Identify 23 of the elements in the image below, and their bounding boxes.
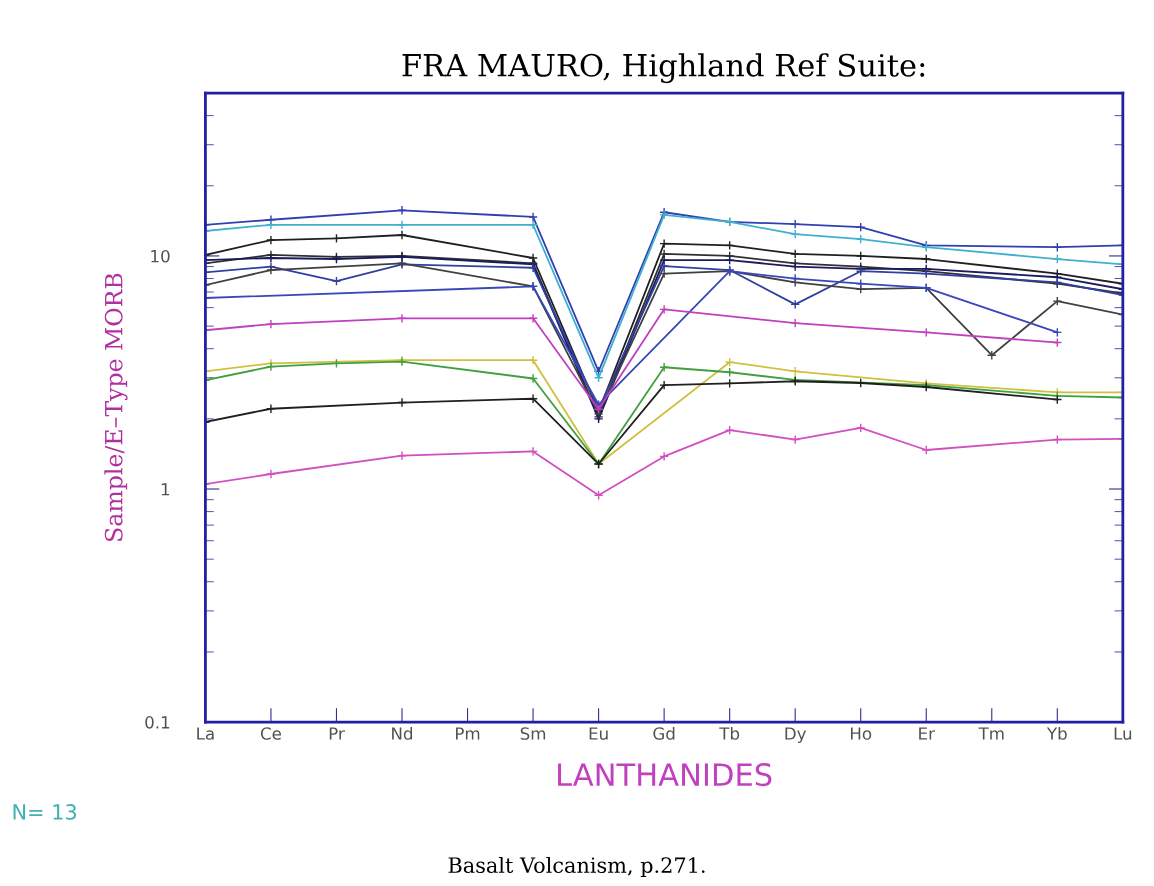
x-tick-label: Dy	[785, 727, 807, 744]
x-tick-label: Yb	[1046, 726, 1067, 740]
y-axis-title: Sample/E–Type MORB	[104, 273, 128, 541]
x-tick-label: Pr	[329, 727, 345, 740]
x-tick-label: Tb	[719, 726, 740, 740]
text: Basalt Volcanism, p.271.	[448, 856, 705, 878]
x-tick-label: Nd	[392, 726, 413, 740]
y-tick-label: 10	[151, 249, 170, 263]
x-tick-label: Pm	[456, 727, 480, 740]
x-tick-label: Lu	[1114, 727, 1132, 740]
y-tick-label: 0.1	[145, 716, 170, 729]
x-axis-title: LANTHANIDES	[558, 763, 772, 787]
x-tick-label: Gd	[653, 726, 675, 740]
x-tick-label: Sm	[520, 727, 546, 740]
x-tick-label: Tm	[978, 727, 1004, 740]
x-tick-label: Er	[919, 727, 935, 740]
text: N= 13	[13, 804, 77, 820]
y-tick-label: 1	[161, 483, 170, 496]
x-tick-label: Ho	[850, 727, 872, 740]
x-tick-label: La	[197, 727, 214, 740]
x-tick-label: Eu	[589, 727, 608, 740]
chart-title: FRA MAURO, Highland Ref Suite:	[402, 53, 925, 84]
x-tick-label: Ce	[260, 727, 281, 740]
